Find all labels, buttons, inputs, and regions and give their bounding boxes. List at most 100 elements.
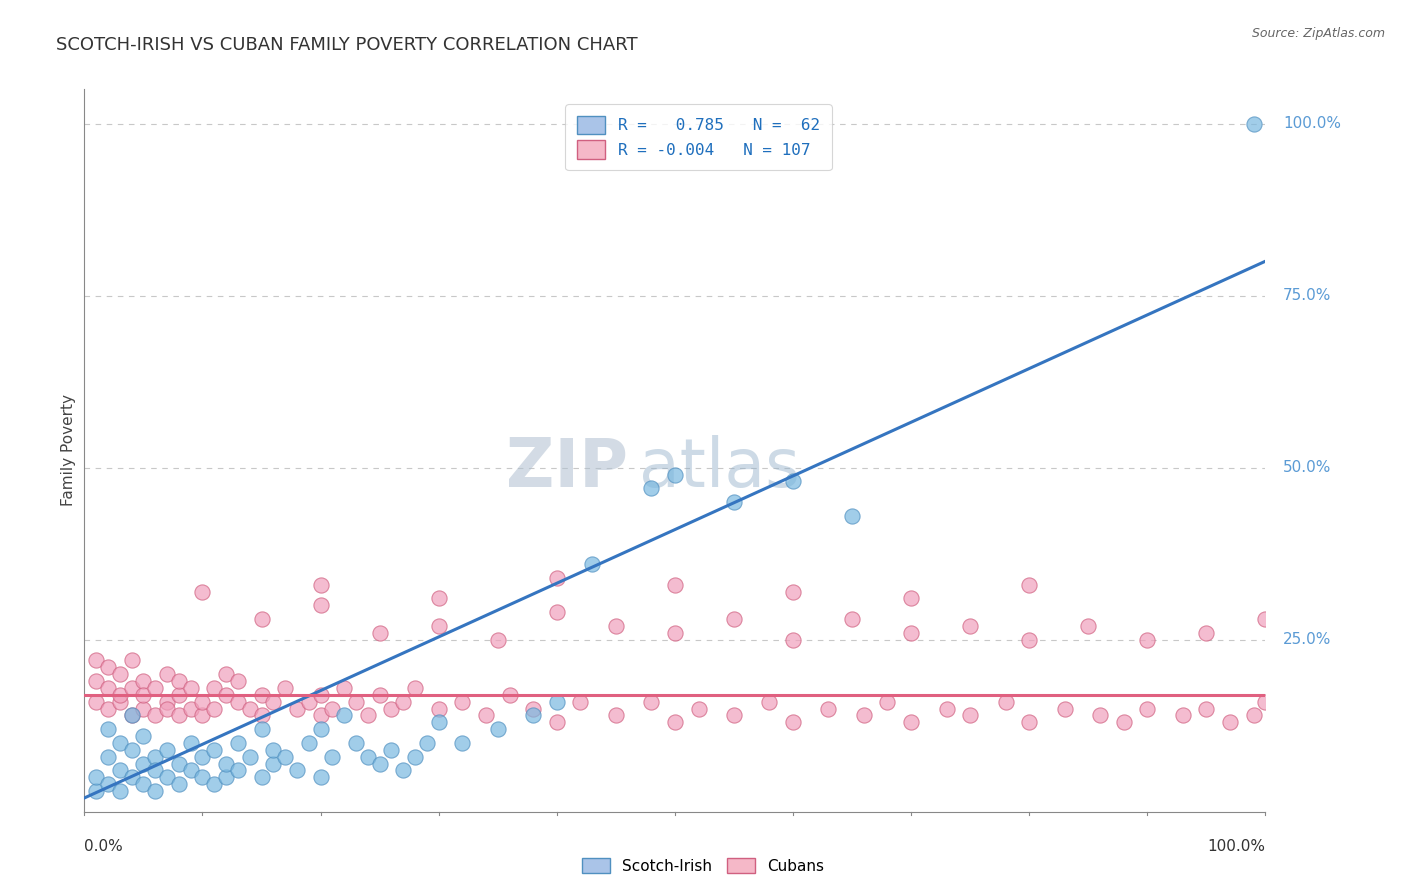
Point bbox=[108, 736, 131, 750]
Point bbox=[143, 784, 166, 798]
Point bbox=[97, 681, 120, 695]
Point bbox=[309, 599, 332, 613]
Point bbox=[156, 743, 179, 757]
Point bbox=[959, 708, 981, 723]
Point bbox=[321, 701, 343, 715]
Point bbox=[121, 708, 143, 723]
Point bbox=[132, 756, 155, 771]
Point bbox=[569, 695, 592, 709]
Point bbox=[1136, 632, 1159, 647]
Point bbox=[1053, 701, 1076, 715]
Point bbox=[191, 770, 214, 784]
Point bbox=[191, 695, 214, 709]
Point bbox=[84, 673, 107, 688]
Point bbox=[522, 701, 544, 715]
Point bbox=[688, 701, 710, 715]
Point bbox=[368, 625, 391, 640]
Point bbox=[97, 722, 120, 736]
Point bbox=[202, 681, 225, 695]
Point bbox=[156, 695, 179, 709]
Point bbox=[380, 701, 402, 715]
Point bbox=[97, 701, 120, 715]
Point bbox=[392, 764, 415, 778]
Text: 100.0%: 100.0% bbox=[1208, 839, 1265, 855]
Point bbox=[333, 681, 356, 695]
Point bbox=[180, 764, 202, 778]
Point bbox=[451, 736, 474, 750]
Point bbox=[1077, 619, 1099, 633]
Point bbox=[581, 557, 603, 571]
Point bbox=[298, 736, 321, 750]
Point bbox=[321, 749, 343, 764]
Point bbox=[1136, 701, 1159, 715]
Point bbox=[121, 708, 143, 723]
Point bbox=[404, 681, 426, 695]
Point bbox=[782, 475, 804, 489]
Point bbox=[427, 591, 450, 606]
Point bbox=[250, 688, 273, 702]
Point bbox=[97, 749, 120, 764]
Point bbox=[156, 667, 179, 681]
Point bbox=[250, 722, 273, 736]
Text: ZIP: ZIP bbox=[506, 434, 627, 500]
Point bbox=[250, 612, 273, 626]
Point bbox=[1018, 577, 1040, 591]
Point bbox=[475, 708, 498, 723]
Text: SCOTCH-IRISH VS CUBAN FAMILY POVERTY CORRELATION CHART: SCOTCH-IRISH VS CUBAN FAMILY POVERTY COR… bbox=[56, 36, 638, 54]
Point bbox=[1243, 708, 1265, 723]
Point bbox=[132, 688, 155, 702]
Text: 0.0%: 0.0% bbox=[84, 839, 124, 855]
Point bbox=[309, 708, 332, 723]
Point bbox=[167, 688, 190, 702]
Point bbox=[250, 708, 273, 723]
Point bbox=[344, 736, 367, 750]
Point bbox=[344, 695, 367, 709]
Point bbox=[852, 708, 875, 723]
Point bbox=[132, 777, 155, 791]
Point bbox=[664, 715, 686, 730]
Point bbox=[84, 784, 107, 798]
Point bbox=[498, 688, 520, 702]
Point bbox=[156, 770, 179, 784]
Point bbox=[664, 625, 686, 640]
Point bbox=[368, 688, 391, 702]
Point bbox=[1219, 715, 1241, 730]
Point bbox=[132, 701, 155, 715]
Point bbox=[782, 584, 804, 599]
Point bbox=[392, 695, 415, 709]
Point bbox=[143, 681, 166, 695]
Point bbox=[191, 584, 214, 599]
Text: Source: ZipAtlas.com: Source: ZipAtlas.com bbox=[1251, 27, 1385, 40]
Y-axis label: Family Poverty: Family Poverty bbox=[60, 394, 76, 507]
Text: 75.0%: 75.0% bbox=[1284, 288, 1331, 303]
Point bbox=[546, 695, 568, 709]
Point bbox=[226, 673, 249, 688]
Point bbox=[546, 571, 568, 585]
Point bbox=[309, 688, 332, 702]
Point bbox=[1195, 625, 1218, 640]
Point bbox=[167, 777, 190, 791]
Point bbox=[108, 695, 131, 709]
Point bbox=[640, 695, 662, 709]
Point bbox=[1254, 695, 1277, 709]
Point bbox=[274, 749, 297, 764]
Point bbox=[605, 619, 627, 633]
Text: atlas: atlas bbox=[640, 434, 800, 500]
Point bbox=[239, 701, 262, 715]
Point bbox=[108, 764, 131, 778]
Point bbox=[239, 749, 262, 764]
Point bbox=[546, 605, 568, 619]
Point bbox=[1243, 117, 1265, 131]
Point bbox=[758, 695, 780, 709]
Point bbox=[876, 695, 898, 709]
Point bbox=[782, 715, 804, 730]
Point bbox=[298, 695, 321, 709]
Point bbox=[132, 729, 155, 743]
Point bbox=[664, 577, 686, 591]
Point bbox=[202, 743, 225, 757]
Point bbox=[935, 701, 957, 715]
Point bbox=[664, 467, 686, 482]
Point bbox=[132, 673, 155, 688]
Point bbox=[167, 673, 190, 688]
Point bbox=[900, 591, 922, 606]
